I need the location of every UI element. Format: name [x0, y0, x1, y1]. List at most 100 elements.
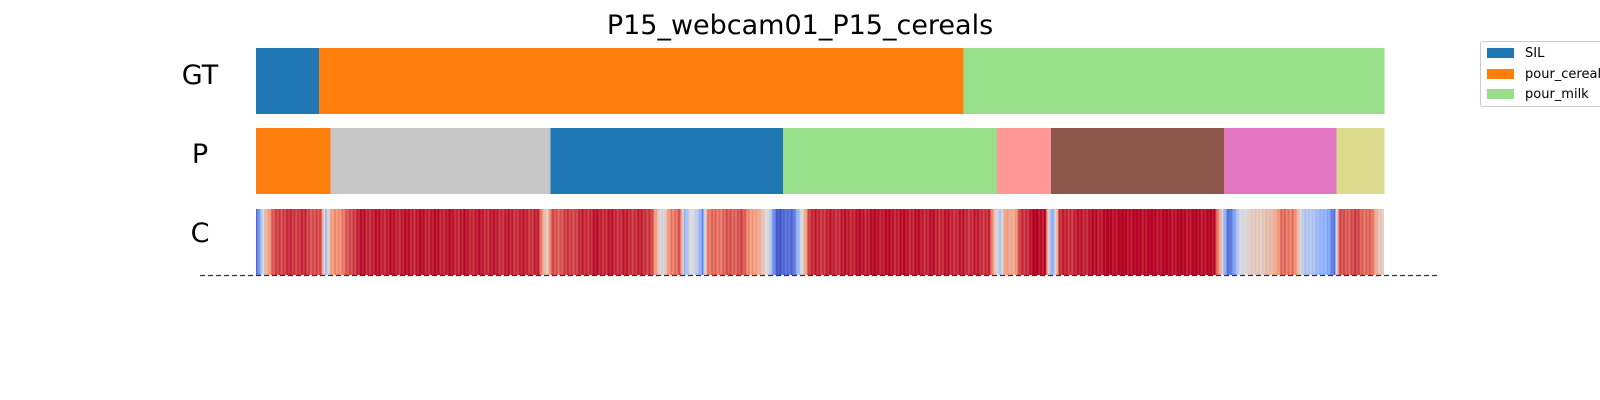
confidence-cell: [924, 209, 926, 275]
confidence-cell: [987, 209, 989, 275]
confidence-cell: [402, 209, 404, 275]
segment-p-7: [1336, 128, 1385, 194]
confidence-cell: [1233, 209, 1235, 275]
confidence-cell: [1099, 209, 1101, 275]
confidence-cell: [1133, 209, 1135, 275]
confidence-cell: [423, 209, 425, 275]
confidence-cell: [758, 209, 760, 275]
confidence-cell: [727, 209, 729, 275]
confidence-cell: [613, 209, 615, 275]
confidence-cell: [956, 209, 958, 275]
confidence-cell: [1349, 209, 1351, 275]
confidence-cell: [588, 209, 590, 275]
confidence-cell: [506, 209, 508, 275]
confidence-cell: [417, 209, 419, 275]
confidence-cell: [1376, 209, 1378, 275]
confidence-cell: [1131, 209, 1133, 275]
confidence-cell: [1132, 209, 1134, 275]
confidence-cell: [976, 209, 978, 275]
confidence-cell: [1319, 209, 1321, 275]
confidence-cell: [901, 209, 903, 275]
confidence-cell: [659, 209, 661, 275]
confidence-cell: [545, 209, 547, 275]
confidence-cell: [786, 209, 788, 275]
confidence-cell: [332, 209, 334, 275]
confidence-cell: [667, 209, 669, 275]
confidence-cell: [1375, 209, 1377, 275]
confidence-cell: [1135, 209, 1137, 275]
confidence-cell: [827, 209, 829, 275]
confidence-cell: [673, 209, 675, 275]
confidence-cell: [768, 209, 770, 275]
confidence-cell: [846, 209, 848, 275]
confidence-cell: [1097, 209, 1099, 275]
confidence-cell: [738, 209, 740, 275]
confidence-cell: [361, 209, 363, 275]
confidence-cell: [765, 209, 767, 275]
confidence-cell: [767, 209, 769, 275]
confidence-cell: [1245, 209, 1247, 275]
confidence-cell: [973, 209, 975, 275]
confidence-cell: [1137, 209, 1139, 275]
confidence-cell: [437, 209, 439, 275]
confidence-cell: [408, 209, 410, 275]
confidence-cell: [735, 209, 737, 275]
confidence-cell: [524, 209, 526, 275]
confidence-cell: [358, 209, 360, 275]
confidence-cell: [398, 209, 400, 275]
confidence-cell: [818, 209, 820, 275]
confidence-cell: [739, 209, 741, 275]
confidence-cell: [360, 209, 362, 275]
confidence-cell: [1311, 209, 1313, 275]
confidence-cell: [1316, 209, 1318, 275]
confidence-cell: [1206, 209, 1208, 275]
confidence-cell: [875, 209, 877, 275]
confidence-cell: [1328, 209, 1330, 275]
confidence-cell: [383, 209, 385, 275]
confidence-cell: [348, 209, 350, 275]
confidence-cell: [1026, 209, 1028, 275]
confidence-cell: [1251, 209, 1253, 275]
legend-label-pour-milk: pour_milk: [1525, 86, 1589, 102]
confidence-cell: [1010, 209, 1012, 275]
confidence-cell: [267, 209, 269, 275]
confidence-cell: [592, 209, 594, 275]
confidence-cell: [669, 209, 671, 275]
confidence-cell: [280, 209, 282, 275]
confidence-cell: [1314, 209, 1316, 275]
confidence-cell: [305, 209, 307, 275]
confidence-cell: [1243, 209, 1245, 275]
confidence-cell: [1274, 209, 1276, 275]
confidence-cell: [954, 209, 956, 275]
confidence-cell: [1352, 209, 1354, 275]
confidence-cell: [1021, 209, 1023, 275]
confidence-cell: [632, 209, 634, 275]
confidence-cell: [853, 209, 855, 275]
confidence-cell: [346, 209, 348, 275]
confidence-cell: [710, 209, 712, 275]
confidence-cell: [1087, 209, 1089, 275]
confidence-cell: [263, 209, 265, 275]
confidence-cell: [447, 209, 449, 275]
confidence-cell: [1034, 209, 1036, 275]
confidence-cell: [1159, 209, 1161, 275]
confidence-cell: [288, 209, 290, 275]
confidence-cell: [648, 209, 650, 275]
confidence-cell: [782, 209, 784, 275]
confidence-cell: [1161, 209, 1163, 275]
confidence-cell: [1147, 209, 1149, 275]
confidence-cell: [1214, 209, 1216, 275]
confidence-cell: [750, 209, 752, 275]
confidence-cell: [1371, 209, 1373, 275]
confidence-cell: [1246, 209, 1248, 275]
confidence-cell: [571, 209, 573, 275]
confidence-cell: [1043, 209, 1045, 275]
confidence-cell: [1347, 209, 1349, 275]
confidence-cell: [700, 209, 702, 275]
confidence-cell: [475, 209, 477, 275]
confidence-cell: [809, 209, 811, 275]
confidence-cell: [306, 209, 308, 275]
confidence-cell: [485, 209, 487, 275]
confidence-cell: [1001, 209, 1003, 275]
confidence-cell: [910, 209, 912, 275]
